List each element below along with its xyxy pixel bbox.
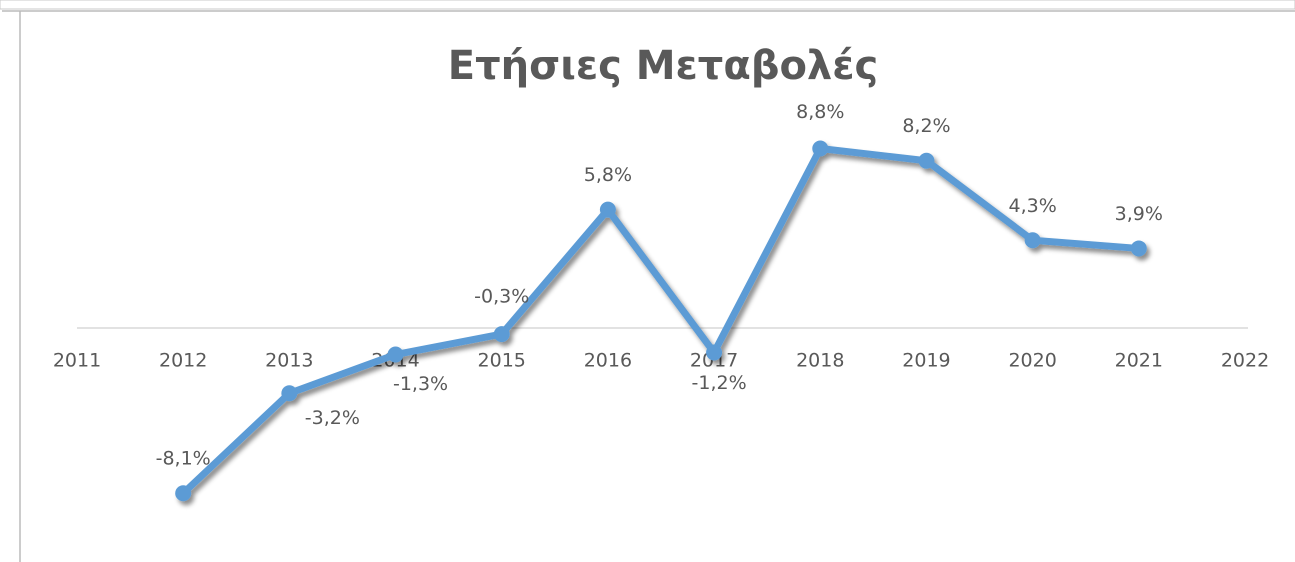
point xyxy=(1024,232,1041,249)
data-label: 8,8% xyxy=(796,101,844,123)
x-tick-label: 2015 xyxy=(478,350,526,372)
data-label: -3,2% xyxy=(305,407,360,429)
point xyxy=(387,346,404,363)
data-label: -8,1% xyxy=(156,448,211,470)
x-tick-label: 2022 xyxy=(1221,350,1269,372)
data-label: 5,8% xyxy=(584,164,632,186)
series xyxy=(175,140,1147,502)
x-tick-label: 2019 xyxy=(902,350,950,372)
x-tick-label: 2011 xyxy=(53,350,101,372)
x-tick-label: 2021 xyxy=(1115,350,1163,372)
point xyxy=(493,326,510,343)
data-label: 4,3% xyxy=(1008,195,1056,217)
data-label: -1,2% xyxy=(692,372,747,394)
point xyxy=(918,152,935,169)
x-tick-label: 2012 xyxy=(159,350,207,372)
chart-title: Ετήσιες Μεταβολές xyxy=(448,43,878,89)
top-frame xyxy=(0,0,1295,10)
x-tick-label: 2020 xyxy=(1008,350,1056,372)
x-tick-label: 2017 xyxy=(690,350,738,372)
point xyxy=(1130,240,1147,257)
point xyxy=(706,344,723,361)
point xyxy=(812,140,829,157)
data-label: 3,9% xyxy=(1115,203,1163,225)
data-label: -0,3% xyxy=(474,286,529,308)
x-tick-label: 2013 xyxy=(265,350,313,372)
point xyxy=(281,385,298,402)
line xyxy=(180,144,1140,496)
data-label: -1,3% xyxy=(393,373,448,395)
point xyxy=(175,485,192,502)
point xyxy=(599,201,616,218)
x-tick-label: 2016 xyxy=(584,350,632,372)
data-label: 8,2% xyxy=(902,115,950,137)
x-tick-label: 2018 xyxy=(796,350,844,372)
